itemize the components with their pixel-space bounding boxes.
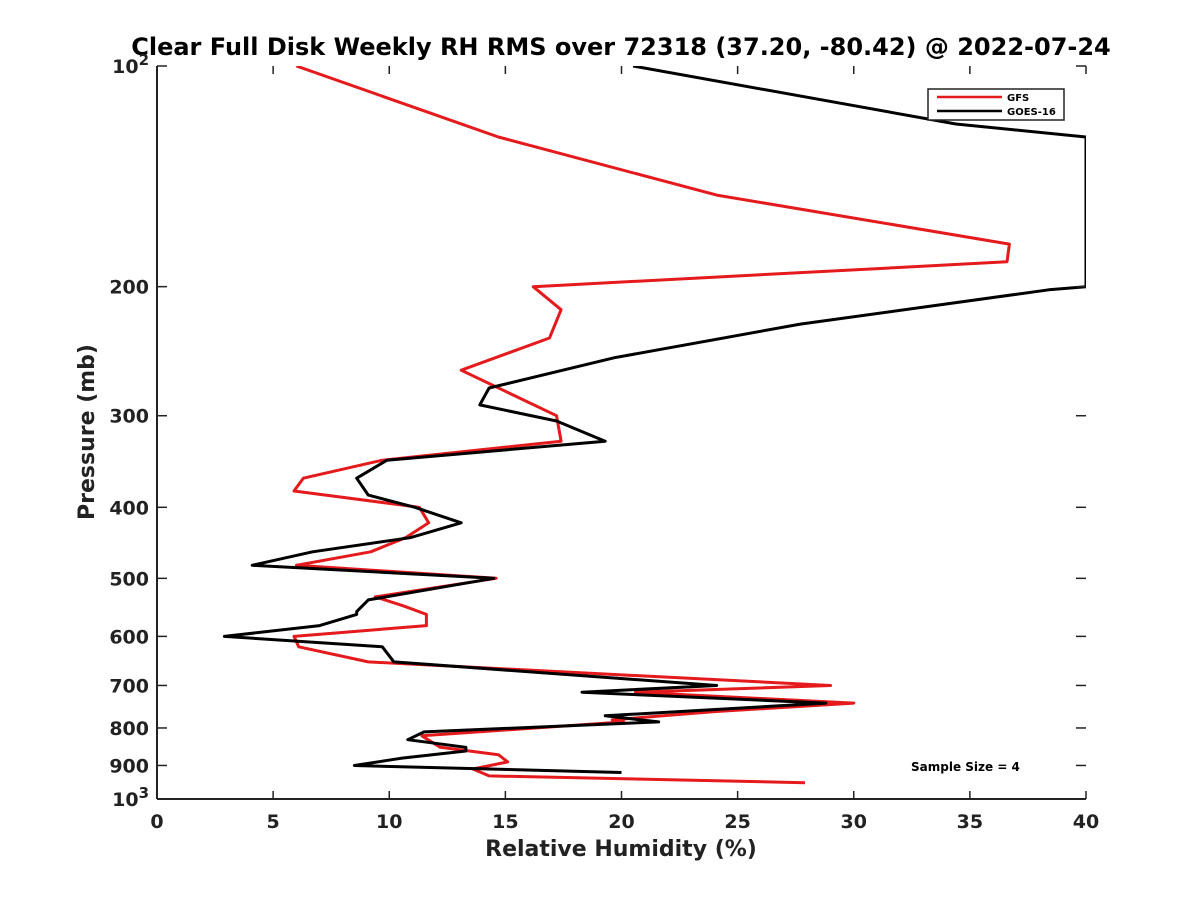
y-ticks: 102 200 300 400 500 600 700 800 900 103 [109,51,1086,811]
x-axis-label: Relative Humidity (%) [485,837,757,862]
sample-size-annotation: Sample Size = 4 [911,760,1020,774]
legend-label-goes16: GOES-16 [1007,107,1056,118]
x-tick-label: 30 [841,811,867,833]
y-tick-label: 800 [109,718,149,740]
x-tick-label: 15 [492,811,518,833]
y-tick-label: 300 [109,406,149,428]
y-tick-label: 102 [112,51,149,78]
series-layer [222,66,1086,785]
y-tick-label: 103 [112,784,149,811]
y-tick-label: 500 [109,568,149,590]
chart-title: Clear Full Disk Weekly RH RMS over 72318… [131,33,1111,61]
y-tick-label: 600 [109,626,149,648]
x-tick-label: 35 [957,811,983,833]
x-tick-label: 0 [150,811,163,833]
series-line-goes16 [222,66,1086,774]
y-tick-label: 400 [109,497,149,519]
y-tick-label: 700 [109,675,149,697]
y-tick-label: 900 [109,755,149,777]
x-tick-label: 20 [608,811,634,833]
y-tick-label: 200 [109,277,149,299]
legend: GFS GOES-16 [927,88,1065,121]
plot-area [222,66,1086,785]
x-tick-label: 10 [376,811,402,833]
x-ticks: 0 5 10 15 20 25 30 35 40 [150,66,1099,833]
legend-label-gfs: GFS [1007,93,1029,104]
x-tick-label: 25 [724,811,750,833]
y-axis-label: Pressure (mb) [75,344,100,520]
x-tick-label: 40 [1073,811,1099,833]
legend-box [927,88,1065,121]
x-tick-label: 5 [267,811,280,833]
